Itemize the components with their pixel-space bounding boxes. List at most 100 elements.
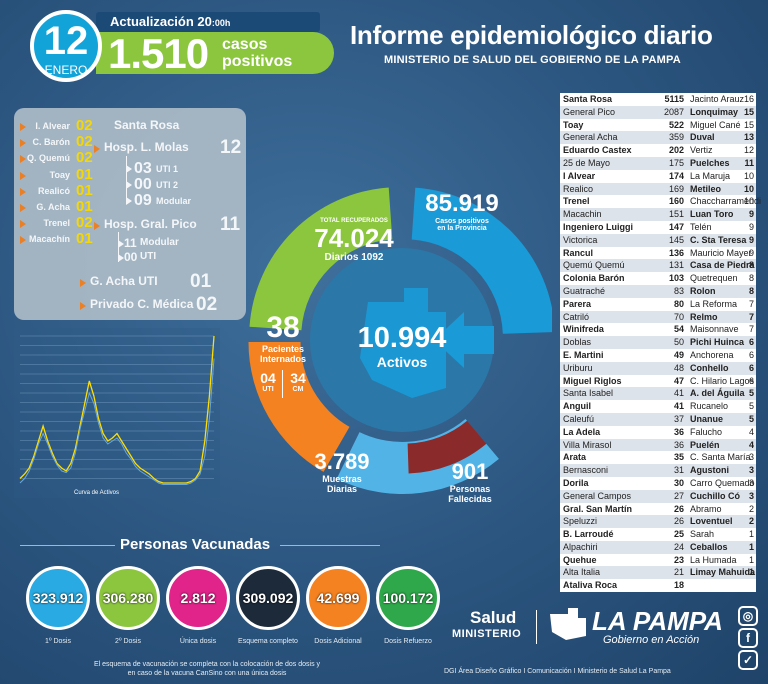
locality-value: 6 <box>748 375 754 386</box>
arrow-icon <box>126 165 132 173</box>
locality-name: Realico <box>563 183 594 194</box>
locality-name: Cuchillo Có <box>690 490 740 501</box>
locality-name: La Reforma <box>690 298 738 309</box>
hospital-locality-value: 02 <box>76 214 93 232</box>
locality-name: Arata <box>563 452 587 463</box>
locality-name: E. Martini <box>563 349 604 360</box>
divider <box>20 545 115 546</box>
locality-value: 25 <box>673 529 684 540</box>
instagram-icon[interactable]: ◎ <box>738 606 758 626</box>
la-pampa-shape-icon <box>550 608 586 640</box>
table-row: Victorica 145 C. Sta Teresa 9 <box>560 233 756 247</box>
segment-recovered <box>249 187 393 331</box>
cases-bar <box>96 32 334 74</box>
table-row: Santa Isabel 41 A. del Águila 5 <box>560 387 756 401</box>
arrow-icon <box>126 197 132 205</box>
locality-value: 15 <box>743 106 754 117</box>
locality-value: 27 <box>673 490 684 501</box>
date-day: 12 <box>43 19 89 63</box>
locality-value: 3 <box>748 477 754 488</box>
pico-sub-value: 11 <box>124 236 137 250</box>
locality-value: 23 <box>673 554 684 565</box>
locality-name: Metileo <box>690 183 722 194</box>
cases-label-2: positivos <box>222 53 293 70</box>
table-row: Winifreda 54 Maisonnave 7 <box>560 323 756 337</box>
update-bar: Actualización 20:00h <box>96 12 320 32</box>
table-row: Eduardo Castex 202 Vertiz 12 <box>560 144 756 157</box>
table-row: Gral. San Martín 26 Abramo 2 <box>560 502 756 516</box>
table-row: Trenel 160 Chaccharramendi 10 <box>560 195 761 209</box>
locality-name: Ataliva Roca <box>563 580 618 591</box>
tree-line <box>126 156 127 202</box>
pico-sub-label: Modular <box>140 237 179 248</box>
recovered-value: 74.024 <box>314 223 394 253</box>
locality-name: Chaccharramendi <box>690 196 762 207</box>
locality-value: 3 <box>748 490 754 501</box>
molas-label: Hosp. L. Molas <box>104 140 189 154</box>
locality-value: 9 <box>748 247 754 258</box>
locality-value: 41 <box>673 401 684 412</box>
locality-name: Quetrequen <box>690 273 738 284</box>
positive-label-2: en la Provincia <box>437 225 487 232</box>
cases-label-1: casos <box>222 36 268 53</box>
molas-value: 12 <box>220 137 242 158</box>
vaccination-label: Dosis Adicional <box>314 638 362 645</box>
pico-value: 11 <box>220 214 241 235</box>
vaccination-value: 2.812 <box>180 590 216 606</box>
facebook-icon[interactable]: f <box>738 628 758 648</box>
vaccination-label: Única dosis <box>179 638 217 645</box>
locality-name: Luan Toro <box>690 209 734 220</box>
date-badge: 12 ENERO <box>30 10 102 82</box>
hospital-locality-value: 01 <box>76 230 93 248</box>
hospital-locality-label: G. Acha <box>36 202 70 212</box>
arrow-icon <box>20 187 26 196</box>
locality-name: C. Sta Teresa <box>690 234 747 245</box>
locality-name: Villa Mirasol <box>563 439 612 450</box>
locality-value: 24 <box>673 541 684 552</box>
table-row: Anguil 41 Rucanelo 5 <box>560 400 756 413</box>
active-label: Activos <box>376 354 428 370</box>
acha-uti-value: 01 <box>190 271 212 292</box>
locality-value: 10 <box>743 196 754 207</box>
locality-value: 54 <box>673 324 684 335</box>
table-row: 25 de Mayo 175 Puelches 11 <box>560 156 756 170</box>
locality-value: 36 <box>673 439 684 450</box>
locality-value: 9 <box>748 221 754 232</box>
hospital-locality-value: 01 <box>76 165 93 183</box>
vaccination-footnote: El esquema de vacunación se completa con… <box>93 661 321 677</box>
locality-name: La Humada <box>690 554 737 565</box>
table-row: Caleufú 37 Unanue 5 <box>560 412 756 426</box>
locality-name: Maisonnave <box>690 324 739 335</box>
acha-uti-label: G. Acha UTI <box>90 274 158 288</box>
twitter-icon[interactable]: ✓ <box>738 650 758 670</box>
locality-value: 5115 <box>664 94 684 104</box>
arrow-icon <box>118 254 124 262</box>
segment-hospitalized <box>248 342 350 472</box>
locality-value: 80 <box>673 298 684 309</box>
pico-label: Hosp. Gral. Pico <box>104 217 197 231</box>
table-row: Parera 80 La Reforma 7 <box>560 297 756 311</box>
locality-name: Bernasconi <box>563 465 609 476</box>
uti-label: UTI <box>262 386 274 393</box>
locality-value: 6 <box>748 362 754 373</box>
hospital-locality-value: 02 <box>76 149 93 167</box>
hospitalized-label-2: Internados <box>259 354 306 364</box>
table-row: Arata 35 C. Santa María 3 <box>560 451 756 465</box>
table-row: Alpachiri 24 Ceballos 1 <box>560 540 756 554</box>
locality-value: 35 <box>673 452 684 463</box>
locality-name: Dorila <box>563 477 589 488</box>
pico-sub-value: 00 <box>124 250 138 264</box>
locality-value: 11 <box>744 157 754 168</box>
hospital-locality-label: Q. Quemú <box>26 153 70 164</box>
locality-value: 174 <box>668 170 684 181</box>
deaths-value: 901 <box>451 459 489 484</box>
pico-sub-label: UTI <box>140 251 157 262</box>
hospital-locality-value: 01 <box>76 198 93 215</box>
chart-series-line <box>19 358 215 485</box>
deaths-label-1: Personas <box>449 484 491 494</box>
locality-value: 50 <box>673 337 684 348</box>
locality-value: 3 <box>748 452 754 463</box>
locality-value: 10 <box>743 183 754 194</box>
chart-xlabel: Curva de Activos <box>74 490 119 496</box>
table-row: Guatraché 83 Rolon 8 <box>560 284 756 298</box>
